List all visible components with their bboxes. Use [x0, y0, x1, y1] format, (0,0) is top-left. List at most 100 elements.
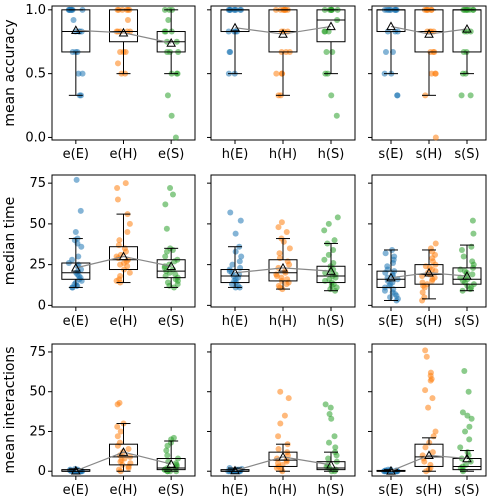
- y-axis-label: median time: [2, 197, 18, 286]
- data-point: [124, 17, 131, 24]
- data-point: [461, 368, 468, 375]
- data-point: [321, 256, 328, 263]
- mean-marker: [386, 465, 396, 475]
- mean-trend-line: [75, 29, 172, 44]
- x-tick-label: h(S): [318, 483, 345, 498]
- data-point: [422, 444, 429, 451]
- x-tick-label: s(E): [378, 483, 403, 498]
- data-point: [277, 420, 284, 427]
- data-point: [466, 423, 473, 430]
- data-point: [114, 423, 121, 430]
- data-point: [321, 227, 328, 234]
- data-point: [70, 17, 77, 24]
- y-tick-label: 25: [29, 424, 46, 439]
- data-point: [432, 134, 439, 141]
- data-point: [162, 253, 169, 260]
- data-point: [75, 253, 82, 260]
- x-tick-label: e(S): [158, 314, 184, 329]
- y-tick-label: 0: [38, 464, 46, 479]
- data-point: [465, 388, 472, 395]
- mean-marker: [424, 267, 434, 277]
- data-point: [114, 442, 121, 449]
- subplot-0-1: h(E) h(H) h(S): [207, 5, 356, 162]
- data-point: [114, 401, 121, 408]
- data-point: [172, 134, 179, 141]
- y-tick-label: 50: [29, 217, 46, 232]
- mean-marker: [462, 453, 472, 463]
- data-point: [429, 449, 436, 456]
- mean-marker: [278, 29, 288, 38]
- data-point: [275, 445, 282, 452]
- data-point: [468, 415, 475, 422]
- data-point: [227, 48, 234, 55]
- data-point: [278, 70, 285, 77]
- y-tick-label: 0: [38, 298, 46, 313]
- data-point: [163, 248, 170, 255]
- data-point: [422, 347, 429, 354]
- data-point: [334, 214, 341, 221]
- mean-marker: [230, 465, 240, 475]
- data-point: [381, 287, 388, 294]
- data-point: [428, 277, 435, 284]
- data-point: [164, 442, 171, 449]
- data-point: [460, 253, 467, 260]
- x-tick-label: h(S): [318, 147, 345, 162]
- data-point: [283, 281, 290, 288]
- data-point: [326, 439, 333, 446]
- mean-marker: [386, 21, 396, 31]
- data-point: [390, 260, 397, 266]
- box: [109, 246, 138, 271]
- mean-marker: [70, 465, 81, 475]
- data-point: [167, 185, 174, 192]
- data-point: [276, 250, 283, 257]
- data-point: [382, 48, 389, 55]
- x-tick-label: h(H): [269, 483, 297, 498]
- mean-marker: [118, 447, 129, 456]
- data-point: [333, 112, 340, 119]
- data-point: [286, 261, 293, 268]
- box: [452, 267, 482, 285]
- x-tick-label: s(E): [378, 314, 403, 329]
- y-axis-label: mean interactions: [2, 346, 18, 473]
- data-point: [321, 28, 328, 35]
- mean-marker: [278, 451, 288, 461]
- mean-trend-line: [75, 255, 172, 269]
- subplot-2-1: h(E) h(H) h(S): [207, 343, 356, 498]
- mean-marker: [70, 25, 81, 34]
- data-point: [423, 353, 430, 360]
- data-point: [227, 209, 234, 216]
- data-point: [425, 404, 432, 411]
- data-point: [236, 258, 243, 265]
- data-point: [164, 452, 171, 459]
- data-point: [421, 458, 428, 465]
- x-tick-label: s(H): [416, 314, 443, 329]
- mean-marker: [326, 21, 336, 31]
- box: [156, 458, 186, 471]
- mean-marker: [118, 27, 129, 37]
- data-point: [331, 433, 338, 440]
- data-point: [469, 217, 476, 224]
- data-point: [238, 253, 245, 260]
- data-point: [432, 70, 439, 77]
- mean-marker: [462, 23, 472, 33]
- subplot-0-2: s(E) s(H) s(S): [368, 5, 487, 162]
- x-tick-label: h(E): [222, 483, 249, 498]
- data-point: [469, 271, 476, 278]
- axes-frame: [210, 343, 356, 477]
- y-tick-label: 75: [29, 345, 46, 360]
- subplot-1-2: s(E) s(H) s(S): [368, 174, 487, 329]
- box: [268, 9, 298, 53]
- data-point: [277, 388, 284, 395]
- subplot-1-1: h(E) h(H) h(S): [207, 174, 356, 329]
- data-point: [387, 294, 394, 301]
- mean-trend-line: [390, 454, 468, 472]
- data-point: [75, 70, 82, 77]
- data-point: [125, 465, 132, 472]
- x-tick-label: h(E): [222, 147, 249, 162]
- y-axis-label: mean accuracy: [2, 19, 18, 126]
- data-point: [280, 238, 287, 245]
- mean-marker: [424, 29, 434, 38]
- mean-marker: [326, 266, 336, 275]
- data-point: [122, 180, 129, 187]
